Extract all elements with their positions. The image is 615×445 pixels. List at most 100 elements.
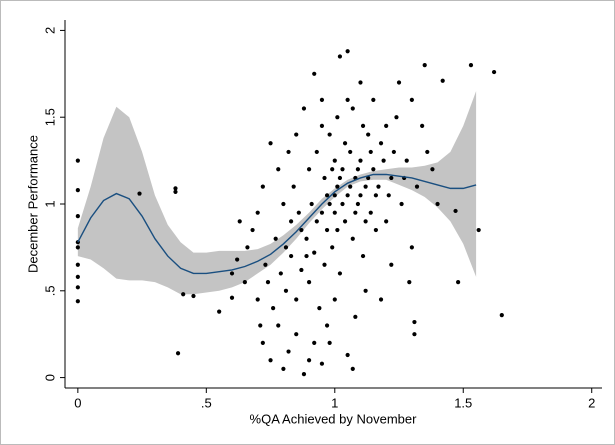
scatter-point [384, 219, 389, 224]
scatter-point [237, 219, 242, 224]
scatter-point [314, 219, 319, 224]
scatter-point [332, 297, 337, 302]
x-tick-label: 2 [588, 395, 595, 410]
scatter-point [306, 280, 312, 285]
scatter-point [283, 245, 289, 250]
scatter-point [306, 167, 312, 172]
scatter-point [355, 167, 361, 172]
scatter-point [278, 271, 283, 276]
scatter-point [371, 167, 376, 172]
scatter-point [453, 208, 458, 214]
scatter-point [381, 158, 386, 163]
scatter-point [327, 201, 332, 207]
scatter-point [260, 184, 265, 189]
scatter-point [319, 123, 325, 128]
scatter-point [373, 193, 378, 198]
scatter-point [319, 361, 325, 366]
scatter-point [384, 123, 389, 128]
scatter-point [368, 149, 373, 155]
scatter-point [229, 271, 235, 276]
scatter-point [173, 189, 178, 194]
scatter-point [191, 293, 196, 299]
scatter-point [391, 149, 396, 155]
scatter-point [255, 210, 260, 215]
scatter-point [263, 262, 268, 267]
scatter-point [75, 245, 80, 250]
scatter-point [281, 201, 286, 207]
scatter-point [348, 184, 353, 189]
scatter-point [314, 149, 319, 155]
y-tick-label: 0 [42, 374, 57, 381]
scatter-point [296, 210, 301, 215]
scatter-point [286, 349, 291, 354]
x-tick-label: .5 [201, 395, 212, 410]
scatter-point [376, 184, 381, 189]
scatter-point [175, 351, 181, 356]
scatter-point [317, 306, 322, 311]
scatter-point [245, 245, 250, 250]
scatter-point [304, 236, 309, 241]
scatter-point [456, 280, 461, 285]
scatter-point [271, 306, 276, 311]
scatter-point [301, 106, 307, 111]
scatter-point [363, 219, 368, 224]
scatter-point [389, 175, 394, 181]
scatter-point [330, 167, 335, 172]
scatter-point [412, 332, 417, 337]
scatter-point [173, 186, 178, 191]
scatter-point [327, 340, 332, 345]
scatter-point [363, 288, 368, 293]
fit-line [77, 173, 477, 275]
scatter-point [319, 210, 325, 215]
scatter-point [440, 78, 445, 83]
scatter-point [366, 132, 371, 137]
scatter-point [258, 323, 263, 328]
scatter-point [345, 97, 350, 102]
scatter-point [289, 253, 294, 259]
scatter-point [389, 262, 394, 267]
scatter-point [301, 372, 307, 377]
y-tick-label: 2 [42, 27, 57, 34]
scatter-point [499, 312, 504, 318]
scatter-point [286, 149, 291, 155]
scatter-point [242, 280, 247, 285]
scatter-point [491, 69, 497, 75]
scatter-point [268, 358, 273, 363]
scatter-point [322, 262, 327, 267]
scatter-point [281, 366, 286, 372]
scatter-point [181, 292, 186, 297]
y-tick-label: 1 [42, 200, 57, 207]
scatter-point [345, 352, 350, 358]
scatter-point [358, 193, 363, 198]
scatter-point [345, 49, 350, 54]
scatter-point [276, 167, 281, 172]
scatter-point [299, 227, 304, 233]
scatter-point [324, 323, 330, 328]
scatter-point [378, 141, 384, 146]
scatter-point [324, 227, 330, 233]
scatter-point [414, 184, 420, 189]
scatter-point [322, 175, 327, 181]
scatter-point [268, 141, 273, 146]
scatter-point [289, 219, 294, 224]
scatter-point [353, 210, 358, 215]
scatter-point [409, 245, 414, 250]
scatter-point [422, 63, 427, 68]
y-tick-label: .5 [42, 285, 57, 296]
scatter-point [404, 158, 409, 163]
scatter-point [353, 314, 358, 319]
scatter-point [312, 71, 317, 76]
x-axis-label: %QA Achieved by November [250, 411, 418, 426]
scatter-point [363, 184, 368, 189]
scatter-point [348, 149, 353, 155]
scatter-point [306, 358, 312, 363]
scatter-point [332, 193, 337, 198]
scatter-point [420, 123, 425, 128]
scatter-point [366, 175, 371, 181]
scatter-point [137, 191, 142, 196]
scatter-point [337, 175, 343, 181]
scatter-point [360, 253, 366, 259]
scatter-point [435, 201, 440, 207]
scatter-point [373, 227, 378, 233]
